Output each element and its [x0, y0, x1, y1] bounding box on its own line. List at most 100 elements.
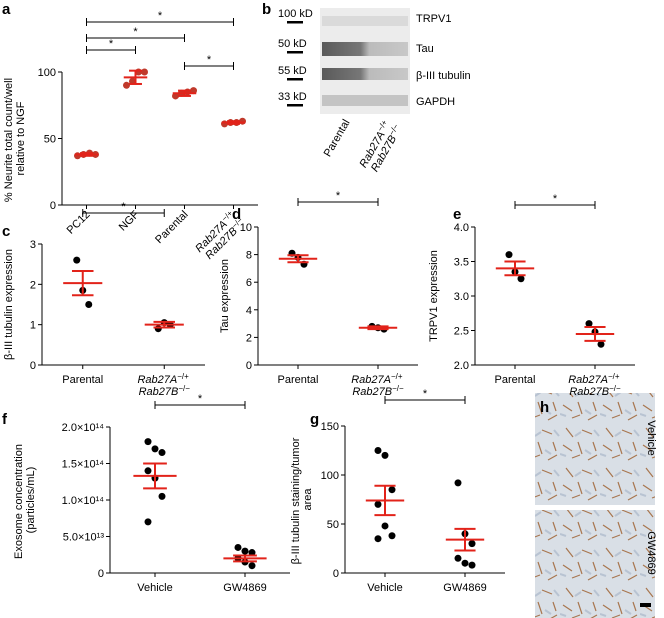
blot-marker [287, 78, 303, 81]
data-point [454, 479, 462, 487]
blot-band [322, 16, 408, 26]
x-tick-label: Vehicle [137, 582, 172, 594]
significance-bracket [184, 62, 234, 70]
blot-marker [287, 21, 303, 24]
blot-size: 100 kD [278, 8, 313, 20]
y-tick-label: 1.5×10¹⁴ [62, 459, 105, 471]
blot-marker [287, 51, 303, 54]
data-point [234, 543, 242, 551]
data-point [141, 68, 148, 76]
data-point [454, 554, 462, 562]
significance-label: * [158, 10, 163, 22]
data-point [158, 449, 166, 457]
panel-label: e [453, 206, 461, 223]
blot-name: TRPV1 [416, 13, 451, 25]
histology [535, 393, 655, 618]
data-point [374, 447, 382, 454]
x-tick-label: Rab27A−/+ Rab27B−/− [351, 372, 405, 398]
y-tick-label: 3.5 [454, 257, 469, 269]
panel-label: f [2, 411, 8, 428]
y-tick-label: 0 [98, 568, 104, 580]
y-tick-label: 2 [246, 332, 252, 344]
data-point [597, 340, 605, 348]
significance-label: * [207, 54, 212, 66]
data-point [374, 500, 382, 508]
data-point [248, 549, 256, 557]
significance-label: * [423, 388, 428, 400]
data-point [85, 301, 93, 308]
significance-bracket [297, 198, 379, 206]
x-tick-label: Rab27A−/+ Rab27B−/− [568, 372, 622, 398]
y-tick-label: 1 [30, 320, 36, 332]
significance-label: * [121, 201, 126, 213]
y-tick-label: 2 [30, 279, 36, 291]
data-point [158, 492, 166, 500]
x-tick-label: Parental [62, 374, 103, 386]
y-tick-label: 1.0×10¹⁴ [62, 495, 105, 507]
data-point [505, 251, 513, 259]
panel-label: d [232, 206, 241, 223]
significance-bracket [514, 201, 596, 209]
significance-bracket [82, 209, 165, 217]
x-tick-label: Parental [495, 374, 536, 386]
data-point [221, 120, 228, 128]
data-point [388, 532, 396, 540]
x-tick-label: Rab27A−/+ Rab27B−/− [137, 372, 191, 398]
data-point [74, 152, 81, 160]
blot-band [322, 68, 408, 80]
blot-name: Tau [416, 43, 434, 55]
y-tick-label: 0 [333, 568, 339, 580]
x-tick-label: Parental [278, 374, 319, 386]
y-tick-label: 0 [50, 200, 56, 212]
y-tick-label: 3 [30, 239, 36, 251]
y-tick-label: 5.0×10¹³ [63, 532, 105, 544]
data-point [123, 81, 130, 89]
significance-bracket [86, 18, 234, 26]
blot-lane: Parental [322, 118, 353, 159]
data-point [374, 535, 382, 543]
y-axis-label: % Neurite total count/well relative to N… [3, 75, 27, 202]
significance-label: * [553, 193, 558, 205]
x-tick-label: GW4869 [443, 582, 486, 594]
y-axis-label: Tau expression [219, 259, 231, 333]
y-tick-label: 8 [246, 250, 252, 262]
panel-label: b [262, 1, 271, 18]
data-point [144, 438, 152, 446]
data-point [468, 540, 476, 548]
data-point [241, 547, 249, 555]
y-tick-label: 2.0×10¹⁴ [62, 422, 105, 434]
significance-label: * [109, 38, 114, 50]
y-tick-label: 3.0 [454, 291, 469, 303]
x-tick-label: GW4869 [223, 582, 266, 594]
x-tick-label: Vehicle [367, 582, 402, 594]
panel-label: h [540, 399, 549, 416]
data-point [388, 486, 396, 494]
data-point [239, 117, 246, 125]
data-point [154, 325, 162, 333]
histology-label: GW4869 [645, 531, 657, 574]
y-tick-label: 10 [240, 222, 252, 234]
significance-bracket [86, 46, 136, 54]
significance-bracket [384, 396, 466, 404]
blot-name: GAPDH [416, 96, 455, 108]
blot-size: 55 kD [278, 65, 307, 77]
y-tick-label: 4 [246, 305, 252, 317]
significance-label: * [198, 393, 203, 405]
panel-label: a [2, 1, 11, 18]
data-point [517, 275, 525, 283]
blot-marker [287, 104, 303, 107]
data-point [73, 256, 81, 264]
y-tick-label: 100 [321, 470, 339, 482]
x-tick-label: Parental [153, 209, 190, 246]
y-tick-label: 50 [327, 519, 339, 531]
y-axis-label: Exosome concentration (particles/mL) [13, 441, 37, 559]
data-point [144, 518, 152, 526]
significance-label: * [133, 26, 138, 38]
y-tick-label: 2.5 [454, 326, 469, 338]
data-point [585, 320, 593, 328]
scale-bar [640, 603, 651, 607]
significance-bracket [86, 34, 185, 42]
data-point [151, 445, 159, 453]
data-point [248, 562, 256, 570]
